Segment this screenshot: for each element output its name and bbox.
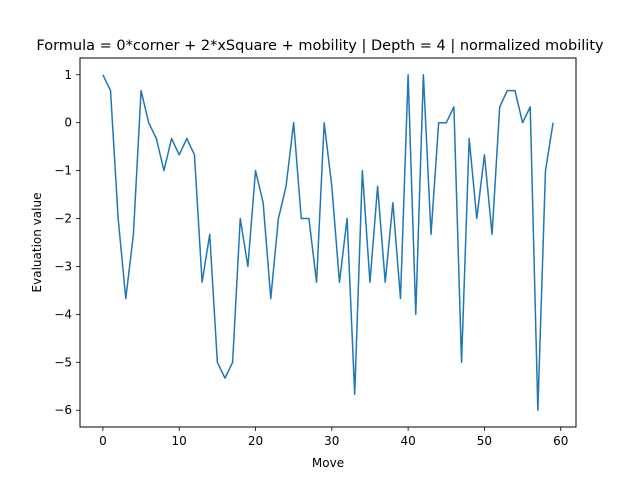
x-tick-label: 20 <box>248 434 263 448</box>
y-tick-label: −6 <box>54 403 72 417</box>
x-tick-label: 60 <box>553 434 568 448</box>
y-axis: −6 −5 −4 −3 −2 −1 0 1 <box>54 68 80 417</box>
x-axis-label: Move <box>312 456 344 470</box>
y-tick-label: −4 <box>54 307 72 321</box>
axes-frame <box>79 57 577 428</box>
y-axis-label: Evaluation value <box>30 193 44 293</box>
x-tick-label: 40 <box>400 434 415 448</box>
y-tick-label: −2 <box>54 212 72 226</box>
x-tick-label: 10 <box>172 434 187 448</box>
x-tick-label: 50 <box>477 434 492 448</box>
plot-area <box>102 74 554 411</box>
y-tick-label: −3 <box>54 259 72 273</box>
y-tick-label: −1 <box>54 164 72 178</box>
chart-title: Formula = 0*corner + 2*xSquare + mobilit… <box>36 38 604 54</box>
x-tick-label: 0 <box>99 434 107 448</box>
series-line-0 <box>102 74 554 411</box>
y-tick-label: 1 <box>64 68 72 82</box>
x-axis: 0 10 20 30 40 50 60 <box>99 427 568 448</box>
y-tick-label: −5 <box>54 355 72 369</box>
x-tick-label: 30 <box>324 434 339 448</box>
y-tick-label: 0 <box>64 116 72 130</box>
